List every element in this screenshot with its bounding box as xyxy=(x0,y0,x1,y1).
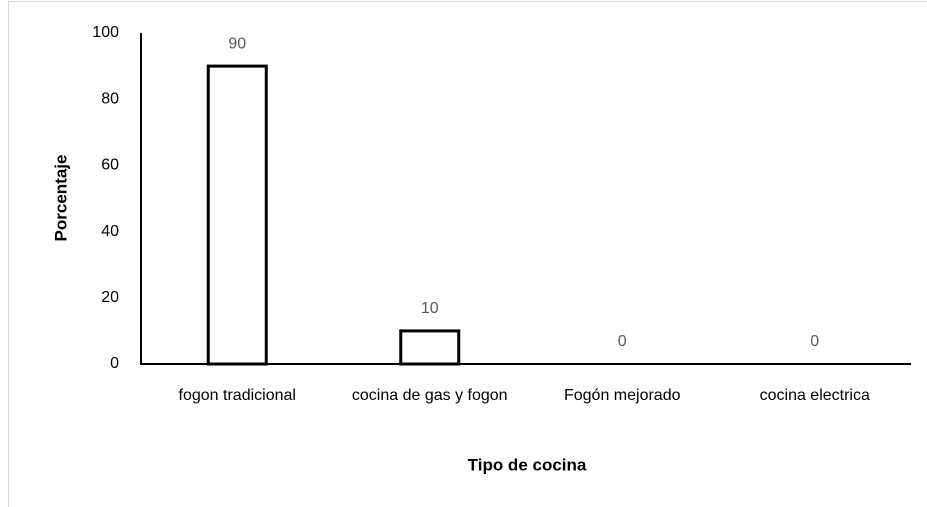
y-tick-label: 40 xyxy=(101,223,119,240)
x-tick-label: fogon tradicional xyxy=(179,387,296,404)
x-tick-label: cocina electrica xyxy=(760,387,870,404)
bar xyxy=(399,329,461,366)
value-label: 90 xyxy=(228,35,246,52)
x-tick-label: cocina de gas y fogon xyxy=(352,387,508,404)
y-tick-label: 20 xyxy=(101,289,119,306)
x-axis-title: Tipo de cocina xyxy=(468,455,587,474)
y-tick-label: 100 xyxy=(92,24,119,41)
value-label: 0 xyxy=(618,333,627,350)
chart-frame xyxy=(8,1,927,507)
x-tick-label: Fogón mejorado xyxy=(564,387,681,404)
bar xyxy=(206,64,268,366)
y-tick-label: 0 xyxy=(110,355,119,372)
y-tick-label: 80 xyxy=(101,90,119,107)
y-axis-title: Porcentaje xyxy=(51,155,70,242)
value-label: 10 xyxy=(421,300,439,317)
y-tick-label: 60 xyxy=(101,157,119,174)
value-label: 0 xyxy=(810,333,819,350)
